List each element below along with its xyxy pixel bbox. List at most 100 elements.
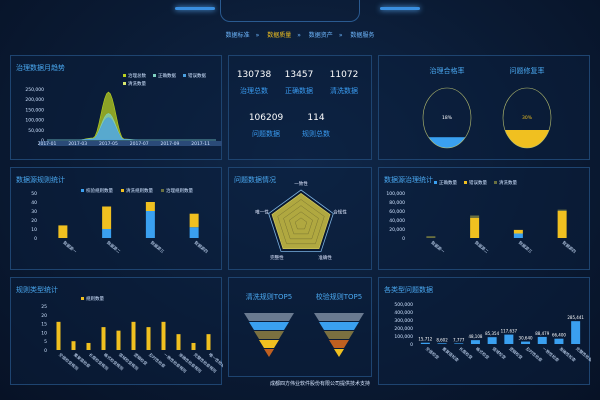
y-tick-label: 25 bbox=[41, 304, 47, 310]
x-tick-label: 2017-09 bbox=[161, 141, 180, 147]
y-tick-label: 40 bbox=[31, 200, 37, 206]
legend-swatch bbox=[123, 82, 126, 85]
kpi-label[interactable]: 清洗数据 bbox=[330, 87, 358, 95]
y-tick-label: 0 bbox=[44, 348, 47, 354]
legend-swatch bbox=[161, 189, 164, 192]
y-tick-label: 40,000 bbox=[389, 218, 405, 224]
footer-credit: 成都四方伟业软件股份有限公司提供技术支持 bbox=[269, 381, 370, 387]
bar bbox=[145, 202, 155, 211]
y-tick-label: 5 bbox=[44, 339, 47, 345]
radar-grid bbox=[294, 217, 308, 230]
bar bbox=[71, 341, 76, 350]
bar bbox=[487, 337, 497, 344]
bar bbox=[454, 343, 464, 344]
funnel-segment bbox=[249, 322, 289, 330]
radar-grid bbox=[277, 199, 325, 245]
crumb-asset[interactable]: 数据资产 bbox=[308, 32, 333, 39]
bar bbox=[521, 341, 531, 344]
zoom-slider bbox=[39, 141, 222, 146]
breadcrumb: 数据标准 » 数据质量 » 数据资产 » 数据服务 bbox=[0, 30, 600, 39]
funnel-segment bbox=[244, 313, 294, 321]
data-label: 88,479 bbox=[535, 331, 549, 336]
x-tick-label: 一致性检查 bbox=[542, 345, 561, 362]
kpi-value: 13457 bbox=[284, 70, 314, 80]
y-tick-label: 100,000 bbox=[394, 334, 413, 340]
trend-panel: 治理数据月趋势 050,000100,000150,000200,000250,… bbox=[10, 55, 222, 160]
legend-label: 治理规则数量 bbox=[166, 187, 193, 194]
bar bbox=[102, 206, 112, 229]
funnel-segment bbox=[264, 349, 274, 357]
problem-types-chart: 0 100,000 200,000 300,000 400,000 500,000 15,7… bbox=[394, 302, 591, 363]
source-gov-panel: 数据源治理统计 0 20,000 40,000 60,000 80,000 100,000… bbox=[378, 167, 590, 270]
bar bbox=[557, 209, 567, 211]
crumb-quality[interactable]: 数据质量 bbox=[267, 32, 292, 39]
area-series bbox=[47, 91, 216, 141]
bar bbox=[131, 321, 136, 350]
bar bbox=[470, 340, 480, 344]
funnel-chart bbox=[244, 313, 364, 357]
area-series bbox=[47, 117, 216, 141]
legend-label: 规则数量 bbox=[86, 295, 104, 302]
gauge-outline bbox=[502, 87, 552, 149]
crumb-standard[interactable]: 数据标准 bbox=[225, 32, 250, 39]
funnel-segment bbox=[334, 349, 344, 357]
y-tick-label: 15 bbox=[41, 322, 47, 328]
kpi-cleaned: 11072 清洗数据 bbox=[319, 70, 369, 96]
kpi-value: 106209 bbox=[248, 113, 284, 123]
funnel-title: 校验规则TOP5 bbox=[315, 293, 363, 301]
data-label: 285,441 bbox=[567, 315, 584, 320]
x-tick-label: 格式检查 bbox=[475, 345, 491, 360]
bar bbox=[420, 342, 430, 344]
y-tick-label: 500,000 bbox=[394, 302, 413, 308]
problem-types-panel: 各类型问题数据 0 100,000 200,000 300,000 400,000 500… bbox=[378, 277, 591, 385]
kpi-rules: 114 规则总数 bbox=[291, 113, 341, 139]
y-tick-label: 0 bbox=[402, 236, 405, 242]
legend-label: 错误数量 bbox=[469, 179, 487, 186]
y-tick-label: 400,000 bbox=[394, 310, 413, 316]
kpi-label[interactable]: 问题数据 bbox=[252, 130, 280, 138]
bar bbox=[504, 334, 514, 344]
data-label: 7,777 bbox=[453, 337, 465, 342]
y-tick-label: 50,000 bbox=[28, 128, 44, 134]
x-tick-label: 2017-03 bbox=[68, 141, 87, 147]
radar-axis-label: 准确性 bbox=[318, 254, 332, 261]
y-tick-label: 20 bbox=[41, 313, 47, 319]
y-tick-label: 50 bbox=[31, 191, 37, 197]
gauge-title: 问题修复率 bbox=[509, 67, 545, 75]
y-tick-label: 20,000 bbox=[389, 227, 405, 233]
rule-types-chart: 0510152025规则数量空值检查规则重复值检查长度检查规则格式检查规则值域检… bbox=[41, 295, 223, 374]
bar bbox=[101, 327, 106, 350]
kpi-label[interactable]: 规则总数 bbox=[302, 130, 330, 138]
bar bbox=[437, 343, 447, 344]
panel-title: 各类型问题数据 bbox=[384, 286, 433, 294]
panel-title: 数据源治理统计 bbox=[384, 176, 433, 184]
header-glow bbox=[175, 7, 215, 10]
legend-label: 校验规则数量 bbox=[86, 187, 113, 194]
panel-title: 数据源规则统计 bbox=[16, 176, 65, 184]
bar bbox=[513, 233, 523, 238]
legend-swatch bbox=[121, 189, 124, 192]
kpi-panel: 130738 治理总数 13457 正确数据 11072 清洗数据 106209 问题数… bbox=[228, 55, 372, 160]
kpi-label[interactable]: 正确数据 bbox=[285, 87, 313, 95]
kpi-correct: 13457 正确数据 bbox=[274, 70, 324, 96]
funnel-title: 清洗规则TOP5 bbox=[245, 293, 293, 301]
gauge-fill bbox=[503, 130, 551, 148]
bar bbox=[116, 330, 121, 350]
x-tick-label: 2017-05 bbox=[99, 141, 118, 147]
radar-panel: 问题数据情况 一致性 合规性 准确性 完整性 唯一性 bbox=[228, 167, 372, 270]
funnel-segment bbox=[314, 313, 364, 321]
header-glow bbox=[380, 7, 420, 10]
bar bbox=[86, 342, 91, 350]
source-gov-chart: 0 20,000 40,000 60,000 80,000 100,000 正确数量 错误数量… bbox=[386, 179, 577, 254]
panel-title: 治理数据月趋势 bbox=[16, 64, 65, 72]
kpi-value: 11072 bbox=[329, 70, 359, 80]
legend-label: 清洗规则数量 bbox=[126, 187, 153, 194]
crumb-service[interactable]: 数据服务 bbox=[350, 32, 375, 39]
legend-label: 正确数量 bbox=[439, 179, 457, 186]
kpi-label[interactable]: 治理总数 bbox=[240, 87, 268, 95]
x-tick-label: 数据源三 bbox=[518, 239, 534, 254]
x-tick-label: 2017-01 bbox=[38, 141, 57, 147]
data-label: 30,640 bbox=[519, 336, 533, 341]
